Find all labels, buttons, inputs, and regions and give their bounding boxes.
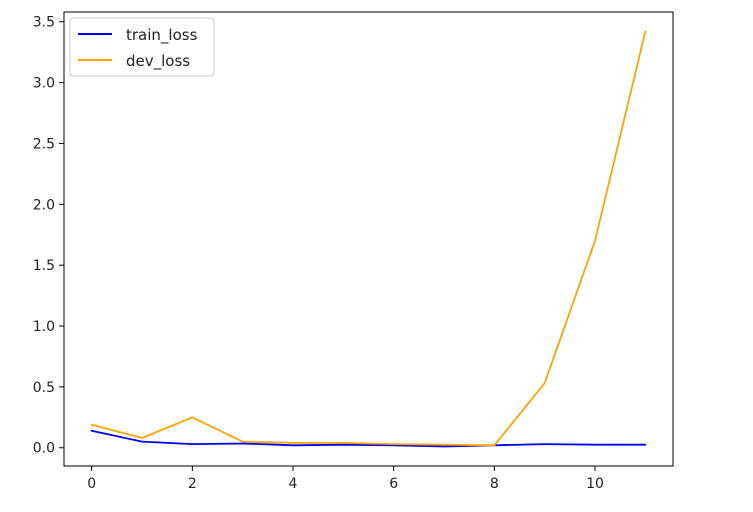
legend-label-train-loss: train_loss	[126, 26, 198, 45]
y-tick-label: 2.0	[33, 197, 55, 213]
series-line-train-loss	[90, 429, 647, 448]
y-tick-label: 0.5	[33, 380, 55, 396]
y-axis: 0.0 0.5 1.0 1.5 2.0 2.5 3.0 3.5	[33, 15, 64, 457]
x-tick-label: 4	[289, 476, 298, 492]
y-tick-label: 2.5	[33, 136, 55, 152]
series-lines	[90, 30, 647, 448]
x-tick-label: 2	[188, 476, 197, 492]
legend-label-dev-loss: dev_loss	[126, 52, 190, 71]
y-tick-label: 3.0	[33, 76, 55, 92]
series-line-dev-loss	[90, 30, 647, 447]
y-tick-label: 1.5	[33, 258, 55, 274]
plot-frame	[63, 11, 674, 467]
x-tick-label: 8	[490, 476, 499, 492]
y-tick-label: 0.0	[33, 441, 55, 457]
legend-box	[69, 17, 215, 77]
y-tick-label: 3.5	[33, 15, 55, 31]
x-tick-label: 6	[389, 476, 398, 492]
x-axis: 0 2 4 6 8 10	[87, 466, 604, 492]
legend: train_loss dev_loss	[69, 17, 215, 77]
x-tick-label: 10	[586, 476, 604, 492]
x-tick-label: 0	[87, 476, 96, 492]
y-tick-label: 1.0	[33, 319, 55, 335]
plot-background	[64, 12, 673, 466]
